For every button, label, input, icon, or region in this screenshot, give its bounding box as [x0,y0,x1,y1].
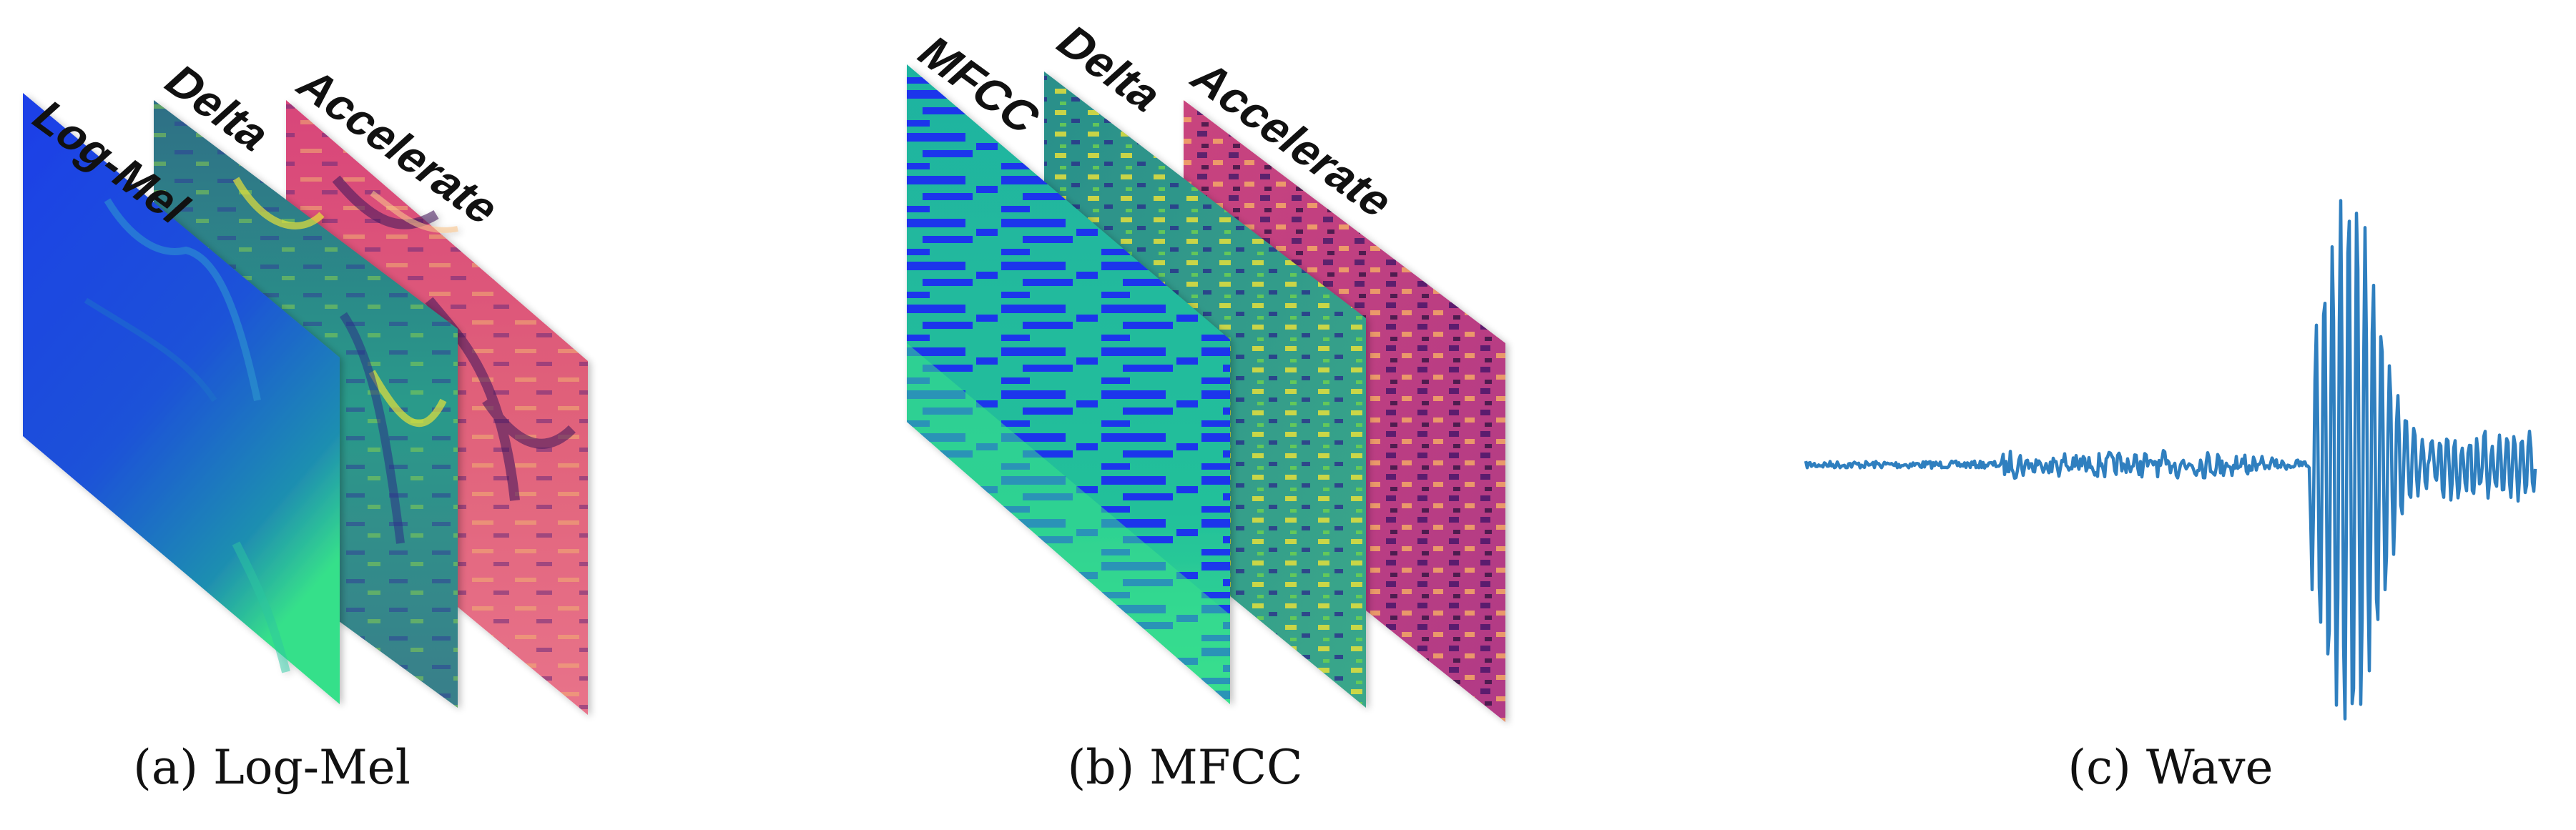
logmel-panel: Log-Mel Delta Accelerate [21,57,588,715]
wave-signal [1804,199,2537,721]
mfcc-panel: MFCC Delta Accelerate [906,18,1505,722]
caption-mfcc: (b) MFCC [1067,740,1303,795]
wave-panel [1804,199,2537,721]
caption-logmel: (a) Log-Mel [133,740,411,795]
mfcc-layer [907,64,1230,704]
logmel-layer [23,93,340,704]
caption-wave: (c) Wave [2068,740,2273,795]
